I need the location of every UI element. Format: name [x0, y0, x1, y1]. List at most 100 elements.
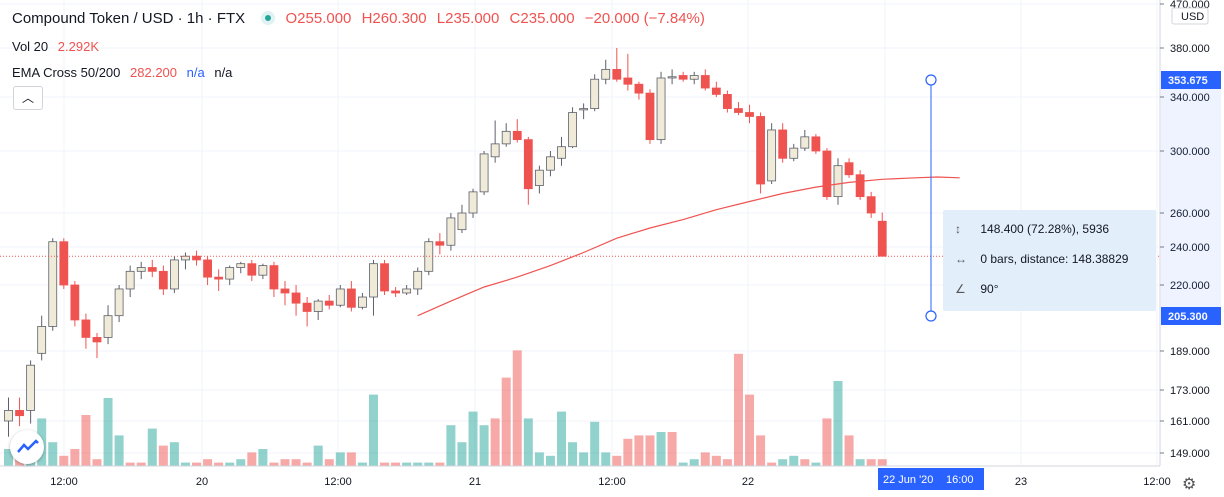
- angle-icon: ∠: [955, 282, 966, 296]
- symbol-title[interactable]: Compound Token / USD · 1h · FTX: [12, 10, 246, 27]
- volume-bar: [59, 455, 69, 466]
- ohlc-open: O255.000: [285, 10, 352, 27]
- candle-body: [512, 130, 522, 141]
- price-tick-label: 380.000: [1170, 43, 1210, 55]
- candle-body: [324, 300, 334, 306]
- candle-body: [302, 302, 312, 312]
- candle-body: [634, 83, 644, 94]
- ema-value: 282.200: [130, 65, 178, 80]
- volume-bar: [534, 452, 544, 466]
- candle-body: [446, 217, 456, 246]
- price-tick-label: 189.000: [1170, 346, 1210, 358]
- price-tick-label: 149.000: [1170, 448, 1210, 460]
- candle-body: [689, 75, 699, 80]
- volume-bar: [368, 394, 378, 466]
- candle-body: [59, 241, 69, 286]
- volume-bar: [48, 442, 58, 466]
- volume-bar: [468, 411, 478, 466]
- volume-bar: [778, 459, 788, 466]
- volume-bar: [203, 459, 213, 466]
- volume-bar: [457, 442, 467, 466]
- measure-price-text: 148.400 (72.28%), 5936: [980, 222, 1110, 236]
- candle-body: [568, 112, 577, 148]
- volume-bar: [711, 455, 721, 466]
- ema-line: [417, 176, 960, 317]
- volume-bar: [313, 445, 323, 466]
- collapse-legend-button[interactable]: ︿: [13, 86, 43, 110]
- volume-bar: [645, 435, 655, 466]
- settings-gear-icon[interactable]: ⚙: [1182, 476, 1197, 493]
- candle-body: [258, 265, 268, 276]
- tradingview-logo[interactable]: [10, 430, 44, 464]
- volume-bar: [866, 459, 876, 466]
- candle-body: [579, 108, 589, 111]
- measure-bars-text: 0 bars, distance: 148.38829: [980, 252, 1129, 266]
- candle-body: [214, 276, 224, 280]
- currency-box[interactable]: [1171, 7, 1209, 25]
- volume-bar: [335, 452, 345, 466]
- volume-bar: [192, 462, 202, 466]
- candle-body: [346, 288, 356, 308]
- price-tick-label: 260.000: [1170, 208, 1210, 220]
- volume-bar: [435, 462, 445, 466]
- volume-bar: [147, 428, 157, 466]
- volume-bar: [269, 462, 279, 466]
- volume-bar: [402, 462, 412, 466]
- candle-body: [767, 129, 777, 182]
- volume-bar: [114, 435, 124, 466]
- market-status-icon[interactable]: [261, 11, 276, 25]
- time-tick-label: 20: [196, 476, 208, 488]
- upper-price-tag-bg: [1161, 71, 1221, 89]
- candle-body: [114, 288, 124, 317]
- volume-bar: [756, 435, 766, 466]
- volume-bar: [391, 462, 401, 466]
- time-cursor-date: 22 Jun '20: [883, 474, 933, 486]
- volume-bar: [158, 445, 168, 466]
- price-tick-label: 161.000: [1170, 416, 1210, 428]
- volume-bar: [103, 398, 113, 466]
- time-tick-label: 12:00: [324, 476, 352, 488]
- candle-body: [280, 288, 290, 294]
- ema-cross-line: [417, 176, 960, 317]
- vol-label: Vol 20: [12, 39, 49, 54]
- volume-bar: [733, 353, 743, 466]
- candle-body: [181, 255, 190, 261]
- volume-bar: [479, 425, 489, 466]
- candle-body: [192, 255, 201, 261]
- volume-bar: [236, 459, 246, 466]
- candle-body: [844, 162, 854, 176]
- candle-body: [534, 169, 544, 186]
- volume-bar: [557, 411, 566, 466]
- volume-bar: [700, 452, 710, 466]
- candle-body: [490, 143, 500, 158]
- measure-handle-top[interactable]: [925, 74, 937, 86]
- candle-body: [103, 315, 113, 338]
- ema-legend[interactable]: EMA Cross 50/200 282.200 n/a n/a: [12, 65, 238, 80]
- volume-bar: [833, 381, 843, 466]
- volume-bar: [590, 421, 600, 466]
- candle-body: [413, 270, 423, 290]
- candle-body: [402, 288, 412, 294]
- candle-body: [601, 68, 611, 80]
- measure-handle-bottom[interactable]: [925, 310, 937, 322]
- candle-body: [37, 326, 47, 354]
- volume-bar: [855, 459, 865, 466]
- volume-bar: [545, 455, 555, 466]
- volume-bar: [92, 459, 102, 466]
- volume-bar: [822, 418, 832, 466]
- volume-legend[interactable]: Vol 20 2.292K: [12, 39, 105, 54]
- time-tick-label: 22: [742, 476, 754, 488]
- time-tick-label: 12:00: [50, 476, 78, 488]
- currency-label: USD: [1181, 11, 1204, 23]
- candle-body: [48, 241, 58, 327]
- candle-body: [590, 78, 600, 109]
- candle-body: [424, 241, 434, 272]
- price-tick-label: 240.000: [1170, 242, 1210, 254]
- volume-bar: [745, 394, 755, 466]
- volume-bar: [501, 377, 511, 466]
- candle-body: [15, 410, 24, 417]
- candles: [4, 48, 887, 437]
- candle-body: [811, 136, 821, 152]
